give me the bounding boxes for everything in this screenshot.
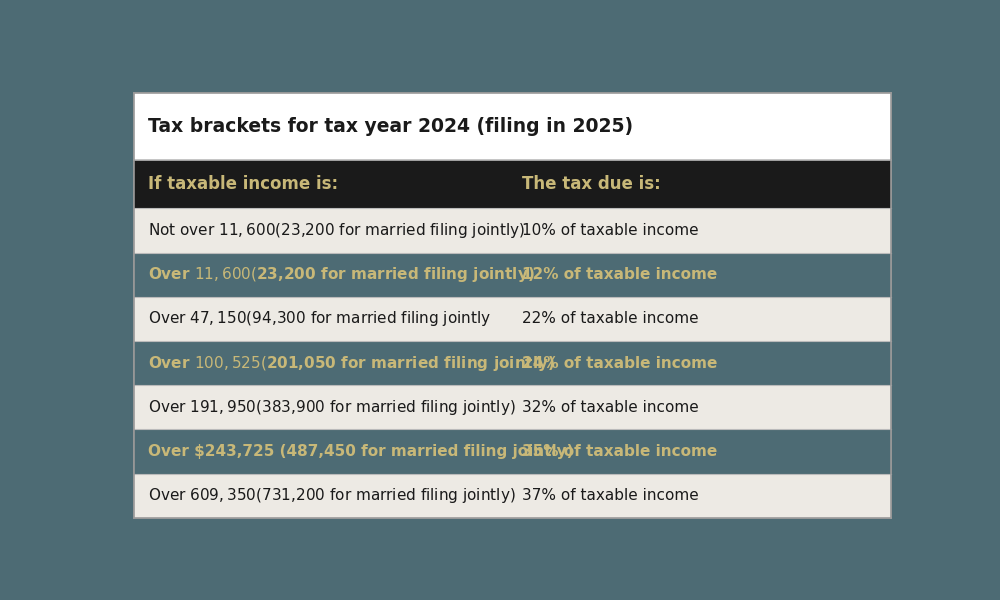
FancyBboxPatch shape [134,341,891,385]
FancyBboxPatch shape [134,160,891,208]
Text: Over $11,600 ($23,200 for married filing jointly): Over $11,600 ($23,200 for married filing… [148,265,535,284]
FancyBboxPatch shape [134,473,891,518]
Text: 12% of taxable income: 12% of taxable income [522,267,717,282]
FancyBboxPatch shape [134,253,891,297]
Text: If taxable income is:: If taxable income is: [148,175,338,193]
Text: Over $47,150 ($94,300 for married filing jointly: Over $47,150 ($94,300 for married filing… [148,310,492,328]
FancyBboxPatch shape [134,385,891,430]
FancyBboxPatch shape [134,93,891,518]
FancyBboxPatch shape [134,430,891,473]
Text: The tax due is:: The tax due is: [522,175,661,193]
Text: Over $609,350 ($731,200 for married filing jointly): Over $609,350 ($731,200 for married fili… [148,486,516,505]
Text: 35% of taxable income: 35% of taxable income [522,444,717,459]
Text: Over $243,725 (487,450 for married filing jointly): Over $243,725 (487,450 for married filin… [148,444,574,459]
FancyBboxPatch shape [134,208,891,253]
Text: 24% of taxable income: 24% of taxable income [522,356,717,371]
Text: 10% of taxable income: 10% of taxable income [522,223,698,238]
Text: Over $100,525 ($201,050 for married filing jointly): Over $100,525 ($201,050 for married fili… [148,353,555,373]
Text: 37% of taxable income: 37% of taxable income [522,488,699,503]
Text: Over $191,950 ($383,900 for married filing jointly): Over $191,950 ($383,900 for married fili… [148,398,516,417]
Text: Not over $11,600 ($23,200 for married filing jointly): Not over $11,600 ($23,200 for married fi… [148,221,525,240]
FancyBboxPatch shape [134,297,891,341]
Text: 32% of taxable income: 32% of taxable income [522,400,699,415]
Text: Tax brackets for tax year 2024 (filing in 2025): Tax brackets for tax year 2024 (filing i… [148,117,633,136]
FancyBboxPatch shape [134,93,891,160]
Text: 22% of taxable income: 22% of taxable income [522,311,698,326]
